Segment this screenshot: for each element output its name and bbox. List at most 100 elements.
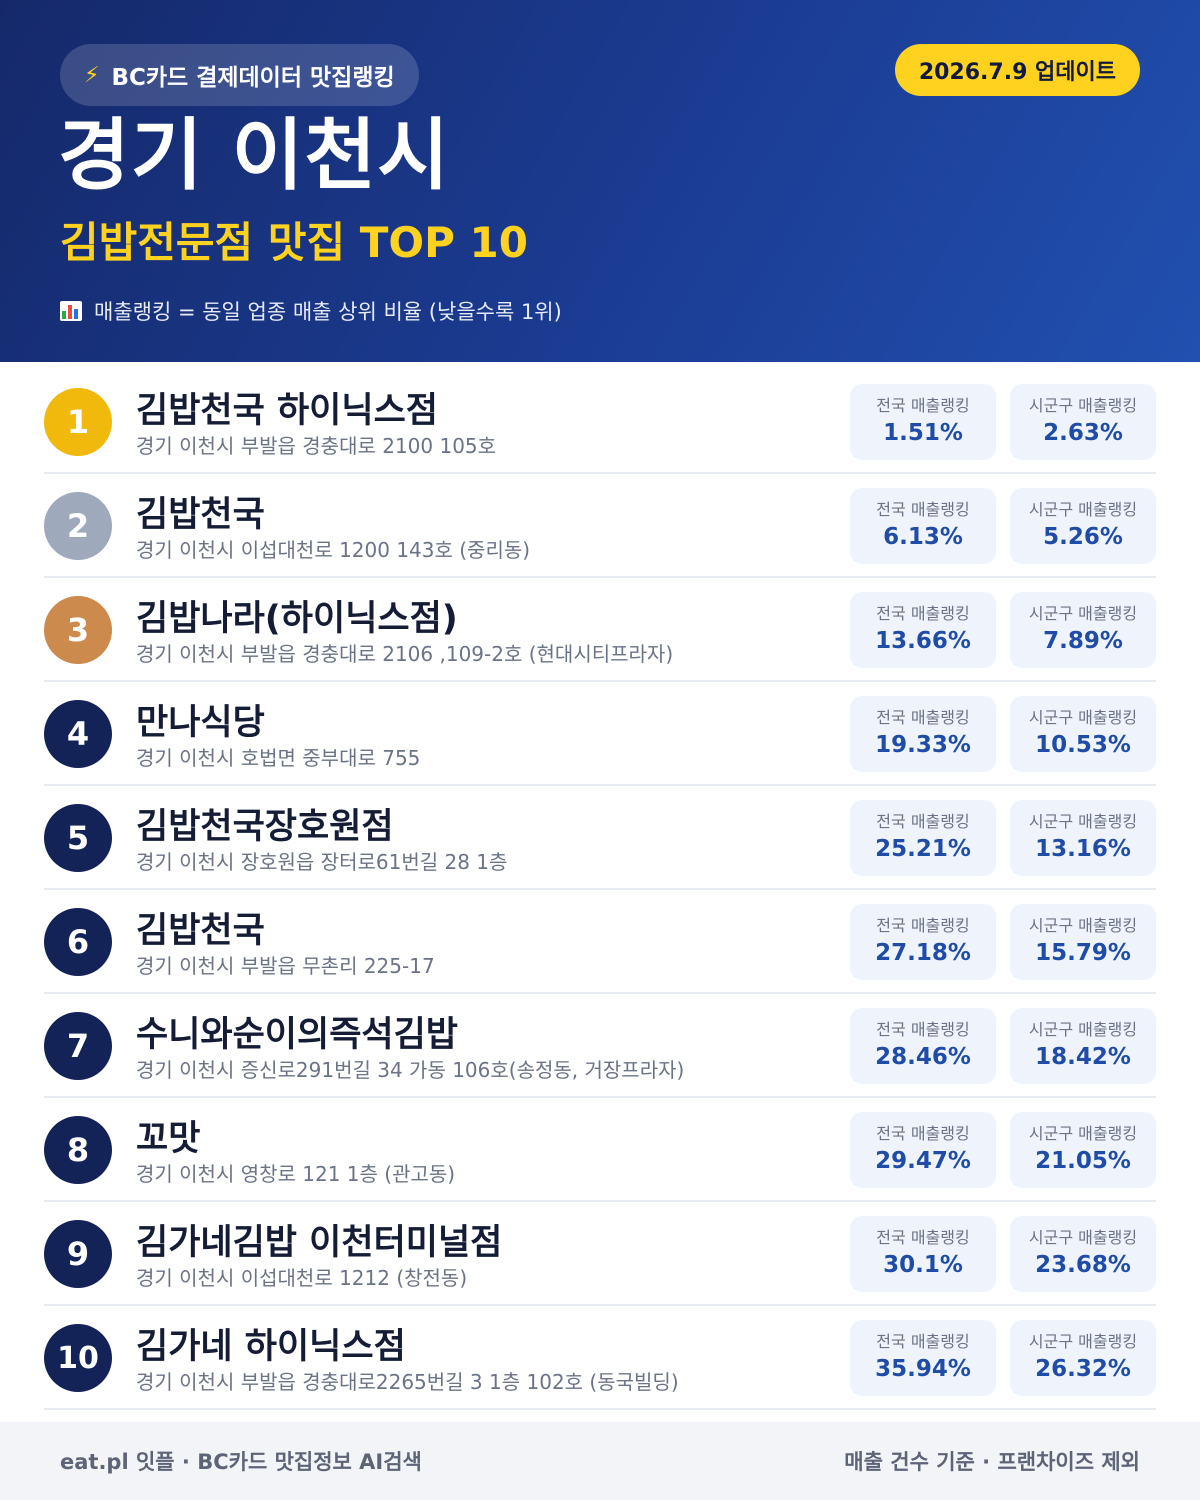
national-rank-label: 전국 매출랭킹 <box>876 500 970 519</box>
rank-badge: 4 <box>44 700 112 768</box>
restaurant-address: 경기 이천시 부발읍 경충대로 2106 ,109-2호 (현대시티프라자) <box>136 642 674 666</box>
source-badge-text: BC카드 결제데이터 맛집랭킹 <box>111 65 395 91</box>
rank-badge: 1 <box>44 388 112 456</box>
local-rank-box: 시군구 매출랭킹 23.68% <box>1010 1216 1156 1292</box>
local-rank-value: 23.68% <box>1035 1252 1131 1278</box>
national-rank-box: 전국 매출랭킹 35.94% <box>850 1320 996 1396</box>
restaurant-name: 수니와순이의즉석김밥 <box>136 1015 459 1055</box>
ranking-legend-text: 매출랭킹 = 동일 업종 매출 상위 비율 (낮을수록 1위) <box>94 300 562 324</box>
local-rank-label: 시군구 매출랭킹 <box>1028 1124 1138 1143</box>
restaurant-list: 1 김밥천국 하이닉스점 경기 이천시 부발읍 경충대로 2100 105호 전국 매… <box>44 370 1156 1410</box>
restaurant-name: 김밥천국 <box>136 495 265 535</box>
local-rank-label: 시군구 매출랭킹 <box>1028 1020 1138 1039</box>
local-rank-box: 시군구 매출랭킹 5.26% <box>1010 488 1156 564</box>
restaurant-name: 김밥나라(하이닉스점) <box>136 599 458 639</box>
bar-chart-icon <box>60 301 82 321</box>
rank-badge: 8 <box>44 1116 112 1184</box>
national-rank-value: 35.94% <box>875 1356 971 1382</box>
update-date-badge: 2026.7.9 업데이트 <box>894 44 1140 96</box>
local-rank-value: 2.63% <box>1043 420 1123 446</box>
national-rank-value: 19.33% <box>875 732 971 758</box>
local-rank-label: 시군구 매출랭킹 <box>1028 500 1138 519</box>
national-rank-value: 28.46% <box>875 1044 971 1070</box>
national-rank-box: 전국 매출랭킹 27.18% <box>850 904 996 980</box>
national-rank-label: 전국 매출랭킹 <box>876 1020 970 1039</box>
rank-badge: 10 <box>44 1324 112 1392</box>
national-rank-value: 25.21% <box>875 836 971 862</box>
national-rank-label: 전국 매출랭킹 <box>876 396 970 415</box>
national-rank-label: 전국 매출랭킹 <box>876 1124 970 1143</box>
local-rank-box: 시군구 매출랭킹 2.63% <box>1010 384 1156 460</box>
national-rank-label: 전국 매출랭킹 <box>876 916 970 935</box>
national-rank-box: 전국 매출랭킹 19.33% <box>850 696 996 772</box>
local-rank-value: 15.79% <box>1035 940 1131 966</box>
restaurant-address: 경기 이천시 부발읍 무촌리 225-17 <box>136 954 435 978</box>
national-rank-box: 전국 매출랭킹 28.46% <box>850 1008 996 1084</box>
local-rank-label: 시군구 매출랭킹 <box>1028 708 1138 727</box>
local-rank-value: 26.32% <box>1035 1356 1131 1382</box>
restaurant-name: 김밥천국 하이닉스점 <box>136 391 438 431</box>
restaurant-address: 경기 이천시 증신로291번길 34 가동 106호(송정동, 거장프라자) <box>136 1058 685 1082</box>
national-rank-box: 전국 매출랭킹 6.13% <box>850 488 996 564</box>
national-rank-value: 30.1% <box>883 1252 963 1278</box>
rank-badge: 6 <box>44 908 112 976</box>
restaurant-name: 김가네 하이닉스점 <box>136 1327 406 1367</box>
restaurant-name: 꼬맛 <box>136 1119 201 1159</box>
local-rank-label: 시군구 매출랭킹 <box>1028 604 1138 623</box>
national-rank-label: 전국 매출랭킹 <box>876 708 970 727</box>
local-rank-label: 시군구 매출랭킹 <box>1028 916 1138 935</box>
rank-badge: 2 <box>44 492 112 560</box>
national-rank-box: 전국 매출랭킹 25.21% <box>850 800 996 876</box>
restaurant-address: 경기 이천시 부발읍 경충대로2265번길 3 1층 102호 (동국빌딩) <box>136 1370 679 1394</box>
footer: eat.pl 잇플 · BC카드 맛집정보 AI검색 매출 건수 기준 · 프랜… <box>0 1422 1200 1500</box>
footer-source: eat.pl 잇플 · BC카드 맛집정보 AI검색 <box>60 1450 422 1474</box>
restaurant-row[interactable]: 1 김밥천국 하이닉스점 경기 이천시 부발읍 경충대로 2100 105호 전국 매… <box>44 370 1156 474</box>
restaurant-row[interactable]: 3 김밥나라(하이닉스점) 경기 이천시 부발읍 경충대로 2106 ,109-2호… <box>44 578 1156 682</box>
restaurant-name: 김밥천국 <box>136 911 265 951</box>
restaurant-name: 김가네김밥 이천터미널점 <box>136 1223 503 1263</box>
page-subtitle: 김밥전문점 맛집 TOP 10 <box>60 218 528 267</box>
lightning-icon: ⚡ <box>84 62 100 88</box>
local-rank-value: 13.16% <box>1035 836 1131 862</box>
local-rank-value: 7.89% <box>1043 628 1123 654</box>
restaurant-name: 김밥천국장호원점 <box>136 807 394 847</box>
restaurant-name: 만나식당 <box>136 703 265 743</box>
source-badge: ⚡ BC카드 결제데이터 맛집랭킹 <box>60 44 419 106</box>
ranking-legend: 매출랭킹 = 동일 업종 매출 상위 비율 (낮을수록 1위) <box>60 296 562 326</box>
national-rank-value: 13.66% <box>875 628 971 654</box>
header: ⚡ BC카드 결제데이터 맛집랭킹 2026.7.9 업데이트 경기 이천시 김… <box>0 0 1200 362</box>
restaurant-address: 경기 이천시 이섭대천로 1212 (창전동) <box>136 1266 468 1290</box>
national-rank-label: 전국 매출랭킹 <box>876 604 970 623</box>
restaurant-row[interactable]: 8 꼬맛 경기 이천시 영창로 121 1층 (관고동) 전국 매출랭킹 29.47% 시… <box>44 1098 1156 1202</box>
restaurant-address: 경기 이천시 호법면 중부대로 755 <box>136 746 421 770</box>
national-rank-box: 전국 매출랭킹 30.1% <box>850 1216 996 1292</box>
local-rank-box: 시군구 매출랭킹 15.79% <box>1010 904 1156 980</box>
national-rank-box: 전국 매출랭킹 1.51% <box>850 384 996 460</box>
restaurant-row[interactable]: 2 김밥천국 경기 이천시 이섭대천로 1200 143호 (중리동) 전국 매출랭킹… <box>44 474 1156 578</box>
local-rank-label: 시군구 매출랭킹 <box>1028 812 1138 831</box>
national-rank-box: 전국 매출랭킹 29.47% <box>850 1112 996 1188</box>
national-rank-value: 27.18% <box>875 940 971 966</box>
local-rank-value: 18.42% <box>1035 1044 1131 1070</box>
restaurant-address: 경기 이천시 장호원읍 장터로61번길 28 1층 <box>136 850 508 874</box>
rank-badge: 9 <box>44 1220 112 1288</box>
local-rank-label: 시군구 매출랭킹 <box>1028 396 1138 415</box>
local-rank-box: 시군구 매출랭킹 18.42% <box>1010 1008 1156 1084</box>
local-rank-box: 시군구 매출랭킹 13.16% <box>1010 800 1156 876</box>
rank-badge: 7 <box>44 1012 112 1080</box>
national-rank-value: 6.13% <box>883 524 963 550</box>
rank-badge: 3 <box>44 596 112 664</box>
national-rank-label: 전국 매출랭킹 <box>876 1228 970 1247</box>
national-rank-label: 전국 매출랭킹 <box>876 812 970 831</box>
local-rank-box: 시군구 매출랭킹 21.05% <box>1010 1112 1156 1188</box>
restaurant-address: 경기 이천시 영창로 121 1층 (관고동) <box>136 1162 456 1186</box>
local-rank-label: 시군구 매출랭킹 <box>1028 1228 1138 1247</box>
national-rank-box: 전국 매출랭킹 13.66% <box>850 592 996 668</box>
restaurant-row[interactable]: 5 김밥천국장호원점 경기 이천시 장호원읍 장터로61번길 28 1층 전국 매출랭… <box>44 786 1156 890</box>
local-rank-value: 21.05% <box>1035 1148 1131 1174</box>
